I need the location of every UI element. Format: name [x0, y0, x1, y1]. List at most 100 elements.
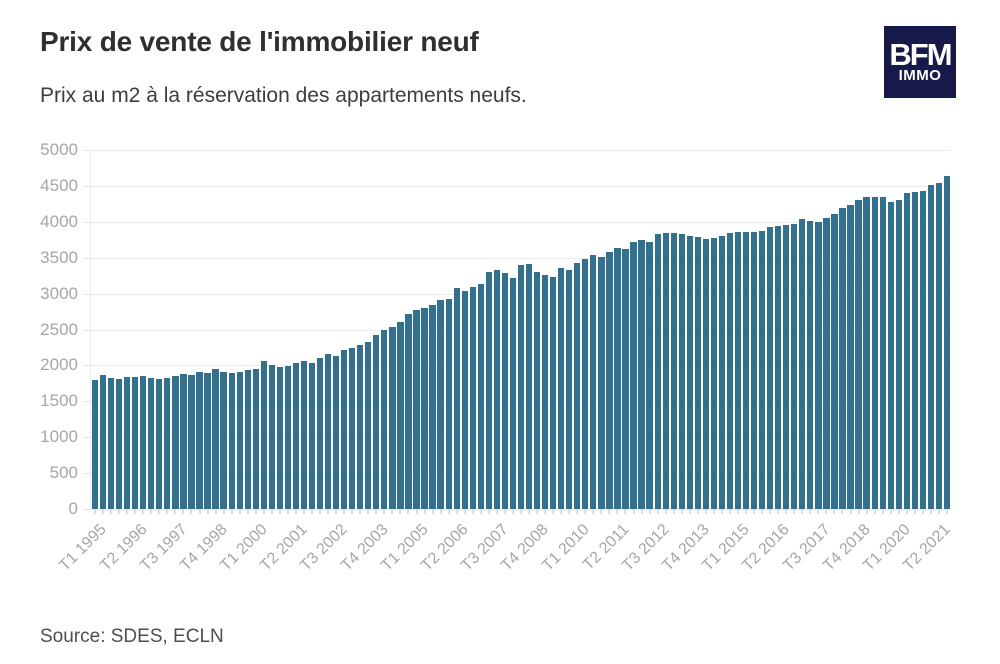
bar [413, 310, 420, 509]
bar [606, 251, 613, 509]
bar [525, 264, 533, 509]
x-axis-tick [230, 509, 233, 514]
bar [630, 241, 637, 509]
x-axis-tick [311, 509, 314, 514]
bar [260, 360, 267, 509]
y-axis-tick [83, 365, 91, 367]
x-axis-tick [720, 509, 723, 514]
x-axis-tick [158, 509, 161, 514]
bar [775, 225, 782, 509]
bar [324, 353, 332, 509]
x-axis-tick [166, 509, 169, 514]
x-axis-tick [286, 509, 289, 514]
bar [750, 232, 758, 509]
bar [381, 329, 388, 509]
x-axis-tick [520, 509, 522, 514]
bar [783, 225, 790, 509]
bar [124, 377, 131, 509]
x-axis-tick [753, 509, 756, 514]
bar [333, 356, 340, 509]
x-axis-tick [94, 509, 97, 514]
x-axis-tick [367, 509, 370, 514]
x-axis-tick [262, 509, 265, 514]
bar [590, 254, 597, 509]
bar [341, 349, 348, 509]
bar [493, 269, 501, 509]
x-axis-tick [737, 509, 739, 514]
y-tick-label: 1500 [40, 391, 78, 411]
bar [566, 269, 573, 509]
x-axis-tick [479, 509, 482, 514]
bar [670, 232, 677, 509]
bar [654, 234, 661, 509]
bar [550, 276, 557, 509]
x-axis-tick [552, 509, 555, 514]
bar [742, 231, 750, 509]
bar [236, 371, 243, 509]
x-axis-tick [921, 509, 924, 514]
x-axis-tick [439, 509, 442, 514]
x-axis-tick [793, 509, 796, 514]
bar [292, 363, 300, 509]
x-axis-tick [134, 509, 137, 514]
x-axis-tick [294, 509, 297, 514]
bar [91, 380, 99, 509]
x-axis-tick [745, 509, 748, 514]
y-tick-label: 500 [49, 463, 78, 483]
bar [268, 365, 275, 509]
x-axis-tick [889, 509, 892, 514]
x-axis-tick [664, 509, 667, 514]
bar [758, 231, 766, 509]
bar [847, 204, 854, 509]
x-axis-tick [335, 509, 338, 514]
bar [461, 290, 468, 509]
bar [517, 264, 525, 509]
x-axis-tick [463, 509, 466, 514]
x-axis-tick [206, 509, 209, 514]
x-axis-tick [447, 509, 450, 514]
y-axis-tick [83, 221, 91, 223]
x-axis-tick [696, 509, 699, 514]
x-axis-tick [672, 509, 675, 514]
bar [140, 376, 147, 509]
bar [196, 371, 203, 509]
bar [863, 197, 870, 509]
bar [911, 192, 918, 509]
x-axis-tick [214, 509, 217, 514]
bar [734, 231, 742, 509]
x-axis-tick [343, 509, 346, 514]
bar [316, 358, 324, 509]
x-axis-tick [761, 509, 764, 514]
x-axis-tick [704, 509, 707, 514]
gridline [91, 257, 951, 259]
bar [501, 272, 509, 509]
x-axis-tick [359, 509, 362, 514]
bar [244, 370, 251, 509]
x-axis-tick [503, 509, 506, 514]
x-axis-tick [198, 509, 201, 514]
bar [357, 344, 364, 509]
x-axis-tick [487, 509, 490, 514]
x-axis-tick [616, 509, 619, 514]
x-axis-tick [455, 509, 458, 514]
x-axis-tick [632, 509, 635, 514]
x-axis-tick [809, 509, 812, 514]
x-axis-tick [913, 509, 916, 514]
x-axis-tick [568, 509, 571, 514]
y-tick-label: 3000 [40, 283, 78, 303]
x-axis-tick [536, 509, 539, 514]
page-subtitle: Prix au m2 à la réservation des appartem… [40, 84, 527, 107]
x-axis-tick [423, 509, 426, 514]
x-axis-tick [118, 509, 121, 514]
bar [694, 236, 701, 509]
bar [445, 299, 452, 509]
bar [895, 199, 902, 509]
gridline [91, 221, 951, 223]
bfm-immo-logo: BFM IMMO [884, 26, 956, 98]
y-axis-tick [83, 257, 91, 259]
bar [638, 240, 645, 509]
x-axis-tick [302, 509, 305, 514]
bar [927, 185, 935, 509]
bar [453, 288, 460, 509]
x-axis-tick [495, 509, 498, 514]
